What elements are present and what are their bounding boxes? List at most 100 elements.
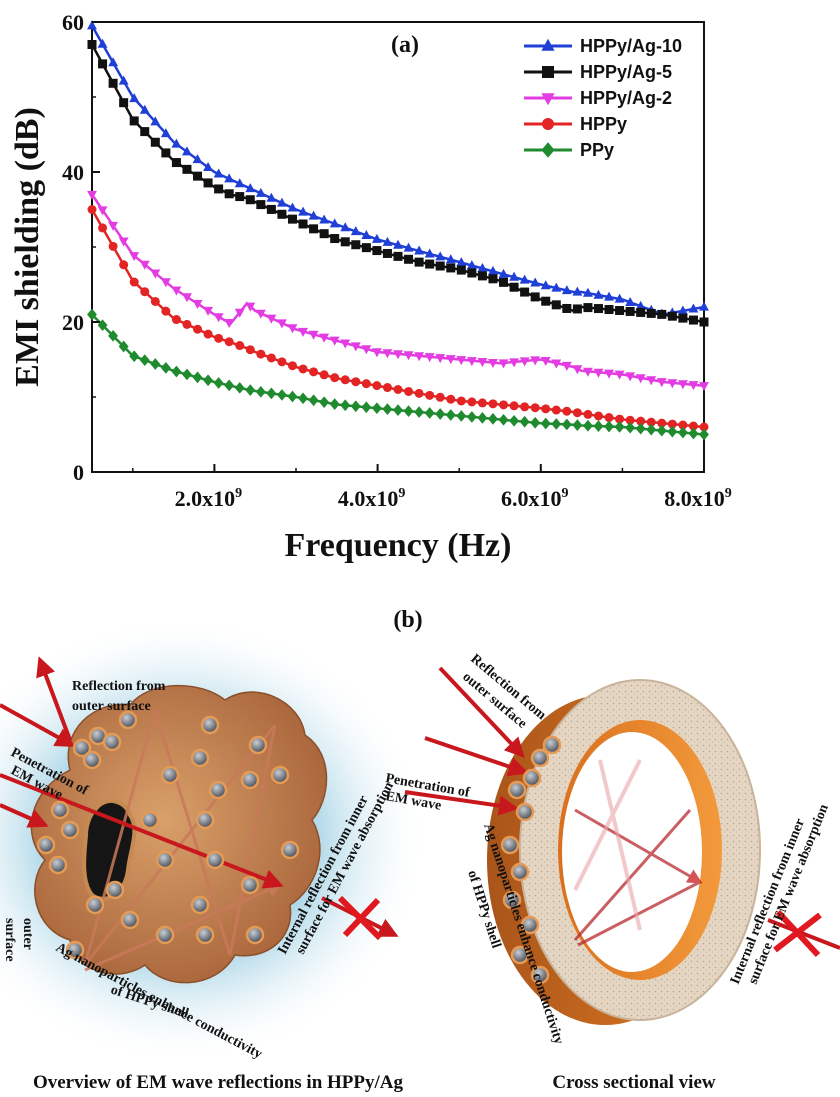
data-point	[530, 403, 540, 413]
data-point	[561, 418, 572, 431]
ag-nanoparticle	[208, 780, 228, 800]
data-point	[414, 352, 425, 362]
ring-hollow	[562, 732, 702, 972]
data-point	[245, 384, 256, 396]
ag-nanoparticles-left	[36, 710, 300, 960]
ag-nanoparticle	[195, 810, 215, 830]
data-point	[667, 419, 677, 429]
ag-nanoparticle	[105, 880, 125, 900]
data-point	[340, 375, 350, 385]
data-point	[340, 237, 350, 247]
data-point	[108, 57, 119, 67]
data-point	[466, 357, 477, 367]
data-point	[160, 278, 171, 288]
y-axis-title: EMI shielding (dB)	[9, 107, 46, 387]
ag-nanoparticle	[240, 770, 260, 790]
legend-marker-1	[542, 66, 554, 78]
data-point	[393, 404, 403, 416]
ag-nanoparticle	[240, 875, 260, 895]
data-point	[319, 333, 330, 343]
data-point	[467, 397, 477, 407]
ag-nanoparticle	[530, 748, 550, 768]
series-HPPy/Ag-10	[87, 20, 709, 318]
series-HPPy/Ag-5	[87, 40, 709, 327]
data-point	[139, 104, 150, 114]
data-point	[266, 387, 277, 400]
data-point	[657, 418, 667, 428]
data-point	[256, 349, 266, 359]
data-point	[477, 263, 488, 273]
data-point	[182, 146, 192, 156]
ag-nanoparticle	[205, 850, 225, 870]
data-point	[541, 404, 551, 414]
data-point	[382, 349, 393, 359]
data-point	[382, 403, 393, 416]
data-point	[677, 380, 688, 390]
data-point	[667, 425, 678, 438]
data-point	[87, 205, 97, 214]
data-point	[593, 304, 603, 314]
data-point	[446, 263, 456, 273]
data-point	[193, 171, 203, 181]
ag-nanoparticle	[102, 732, 122, 752]
data-point	[561, 361, 572, 371]
series-HPPy	[87, 205, 709, 432]
data-point	[287, 324, 298, 334]
data-point	[98, 59, 108, 69]
data-point	[699, 428, 709, 441]
data-point	[435, 251, 446, 261]
panel-label-b: (b)	[393, 607, 422, 633]
data-point	[266, 353, 276, 363]
left-reflection-label-1: Reflection from	[72, 679, 166, 694]
data-point	[498, 413, 509, 426]
data-point	[477, 358, 488, 368]
data-point	[509, 358, 520, 368]
data-point	[372, 381, 382, 391]
data-point	[667, 379, 678, 389]
data-point	[625, 372, 636, 382]
data-point	[699, 422, 709, 432]
data-point	[572, 408, 582, 418]
data-point	[488, 413, 498, 425]
data-point	[350, 226, 361, 236]
data-point	[656, 378, 667, 388]
data-point	[351, 377, 361, 387]
series-layer	[87, 20, 709, 441]
data-point	[361, 401, 372, 414]
data-point	[372, 246, 382, 256]
axis-layer: 2.0x109 4.0x109 6.0x109 8.0x109 0 20 40 60	[62, 10, 732, 511]
ag-nanoparticle	[500, 835, 520, 855]
data-point	[688, 421, 698, 431]
data-point	[171, 286, 182, 296]
data-point	[540, 280, 551, 290]
ag-nanoparticle	[245, 925, 265, 945]
data-point	[182, 293, 192, 303]
data-point	[87, 20, 97, 30]
data-point	[456, 265, 466, 275]
data-point	[509, 414, 520, 427]
data-point	[308, 330, 319, 340]
data-point	[276, 319, 287, 329]
data-point	[656, 424, 667, 437]
ag-nanoparticle	[542, 735, 562, 755]
data-point	[160, 362, 171, 374]
data-point	[371, 348, 382, 358]
data-point	[319, 396, 330, 409]
data-point	[466, 260, 477, 270]
ag-nanoparticle	[85, 895, 105, 915]
data-point	[614, 293, 625, 303]
data-point	[541, 296, 551, 306]
data-point	[393, 385, 403, 394]
data-point	[319, 229, 329, 239]
data-point	[635, 374, 646, 384]
ring-incident-waves	[404, 666, 529, 816]
data-point	[435, 392, 445, 402]
y-tick-label-1: 20	[62, 310, 84, 335]
data-point	[245, 183, 256, 193]
data-point	[298, 219, 308, 229]
data-point	[245, 195, 255, 205]
data-point	[562, 406, 572, 416]
data-point	[424, 407, 435, 419]
data-point	[224, 379, 235, 392]
